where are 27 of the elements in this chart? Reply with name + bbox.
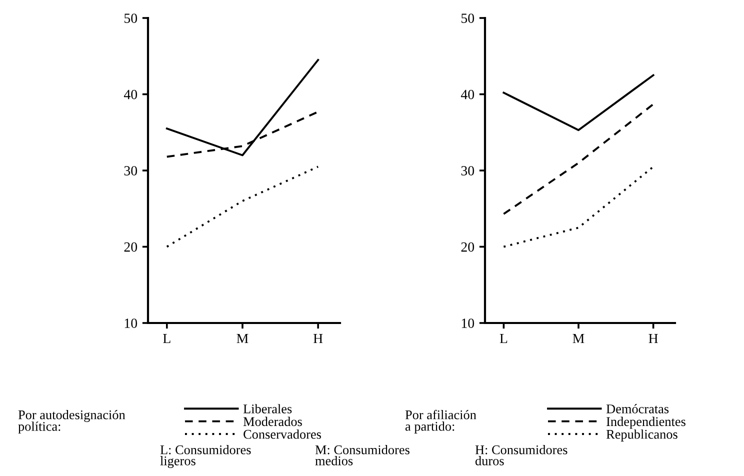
legend-title: Por autodesignación política: (18, 410, 126, 434)
legend-label: Conservadores (244, 429, 321, 439)
legend-label: Independientes (606, 416, 686, 429)
legend-label: Moderados (243, 416, 302, 426)
legend-title: Por afiliación a partido: (405, 410, 476, 434)
y-tick-label: 40 (124, 90, 138, 100)
text: M: Consumidores medios (315, 445, 410, 466)
legend-label: Liberales (243, 404, 292, 414)
x-tick-label: L (500, 334, 508, 344)
x-tick-label: M (572, 334, 584, 344)
text: H: Consumidores duros (475, 445, 568, 466)
x-tick-label: H (648, 334, 658, 344)
y-tick-label: 50 (462, 14, 474, 23)
y-tick-label: 10 (124, 318, 138, 328)
y-tick-label: 10 (462, 318, 474, 328)
y-tick-label: 50 (124, 14, 138, 23)
y-tick-label: 40 (460, 90, 474, 100)
y-tick-label: 20 (461, 242, 474, 252)
x-tick-label: L (163, 334, 170, 344)
x-tick-label: H (313, 334, 323, 344)
y-tick-label: 30 (124, 166, 138, 176)
y-tick-label: 30 (461, 166, 474, 176)
legend-label: Demócratas (606, 404, 669, 414)
x-tick-label: M (236, 334, 248, 344)
legend-label: Republicanos (606, 429, 678, 442)
y-tick-label: 20 (124, 242, 138, 252)
text: L: Consumidores ligeros (160, 445, 251, 468)
